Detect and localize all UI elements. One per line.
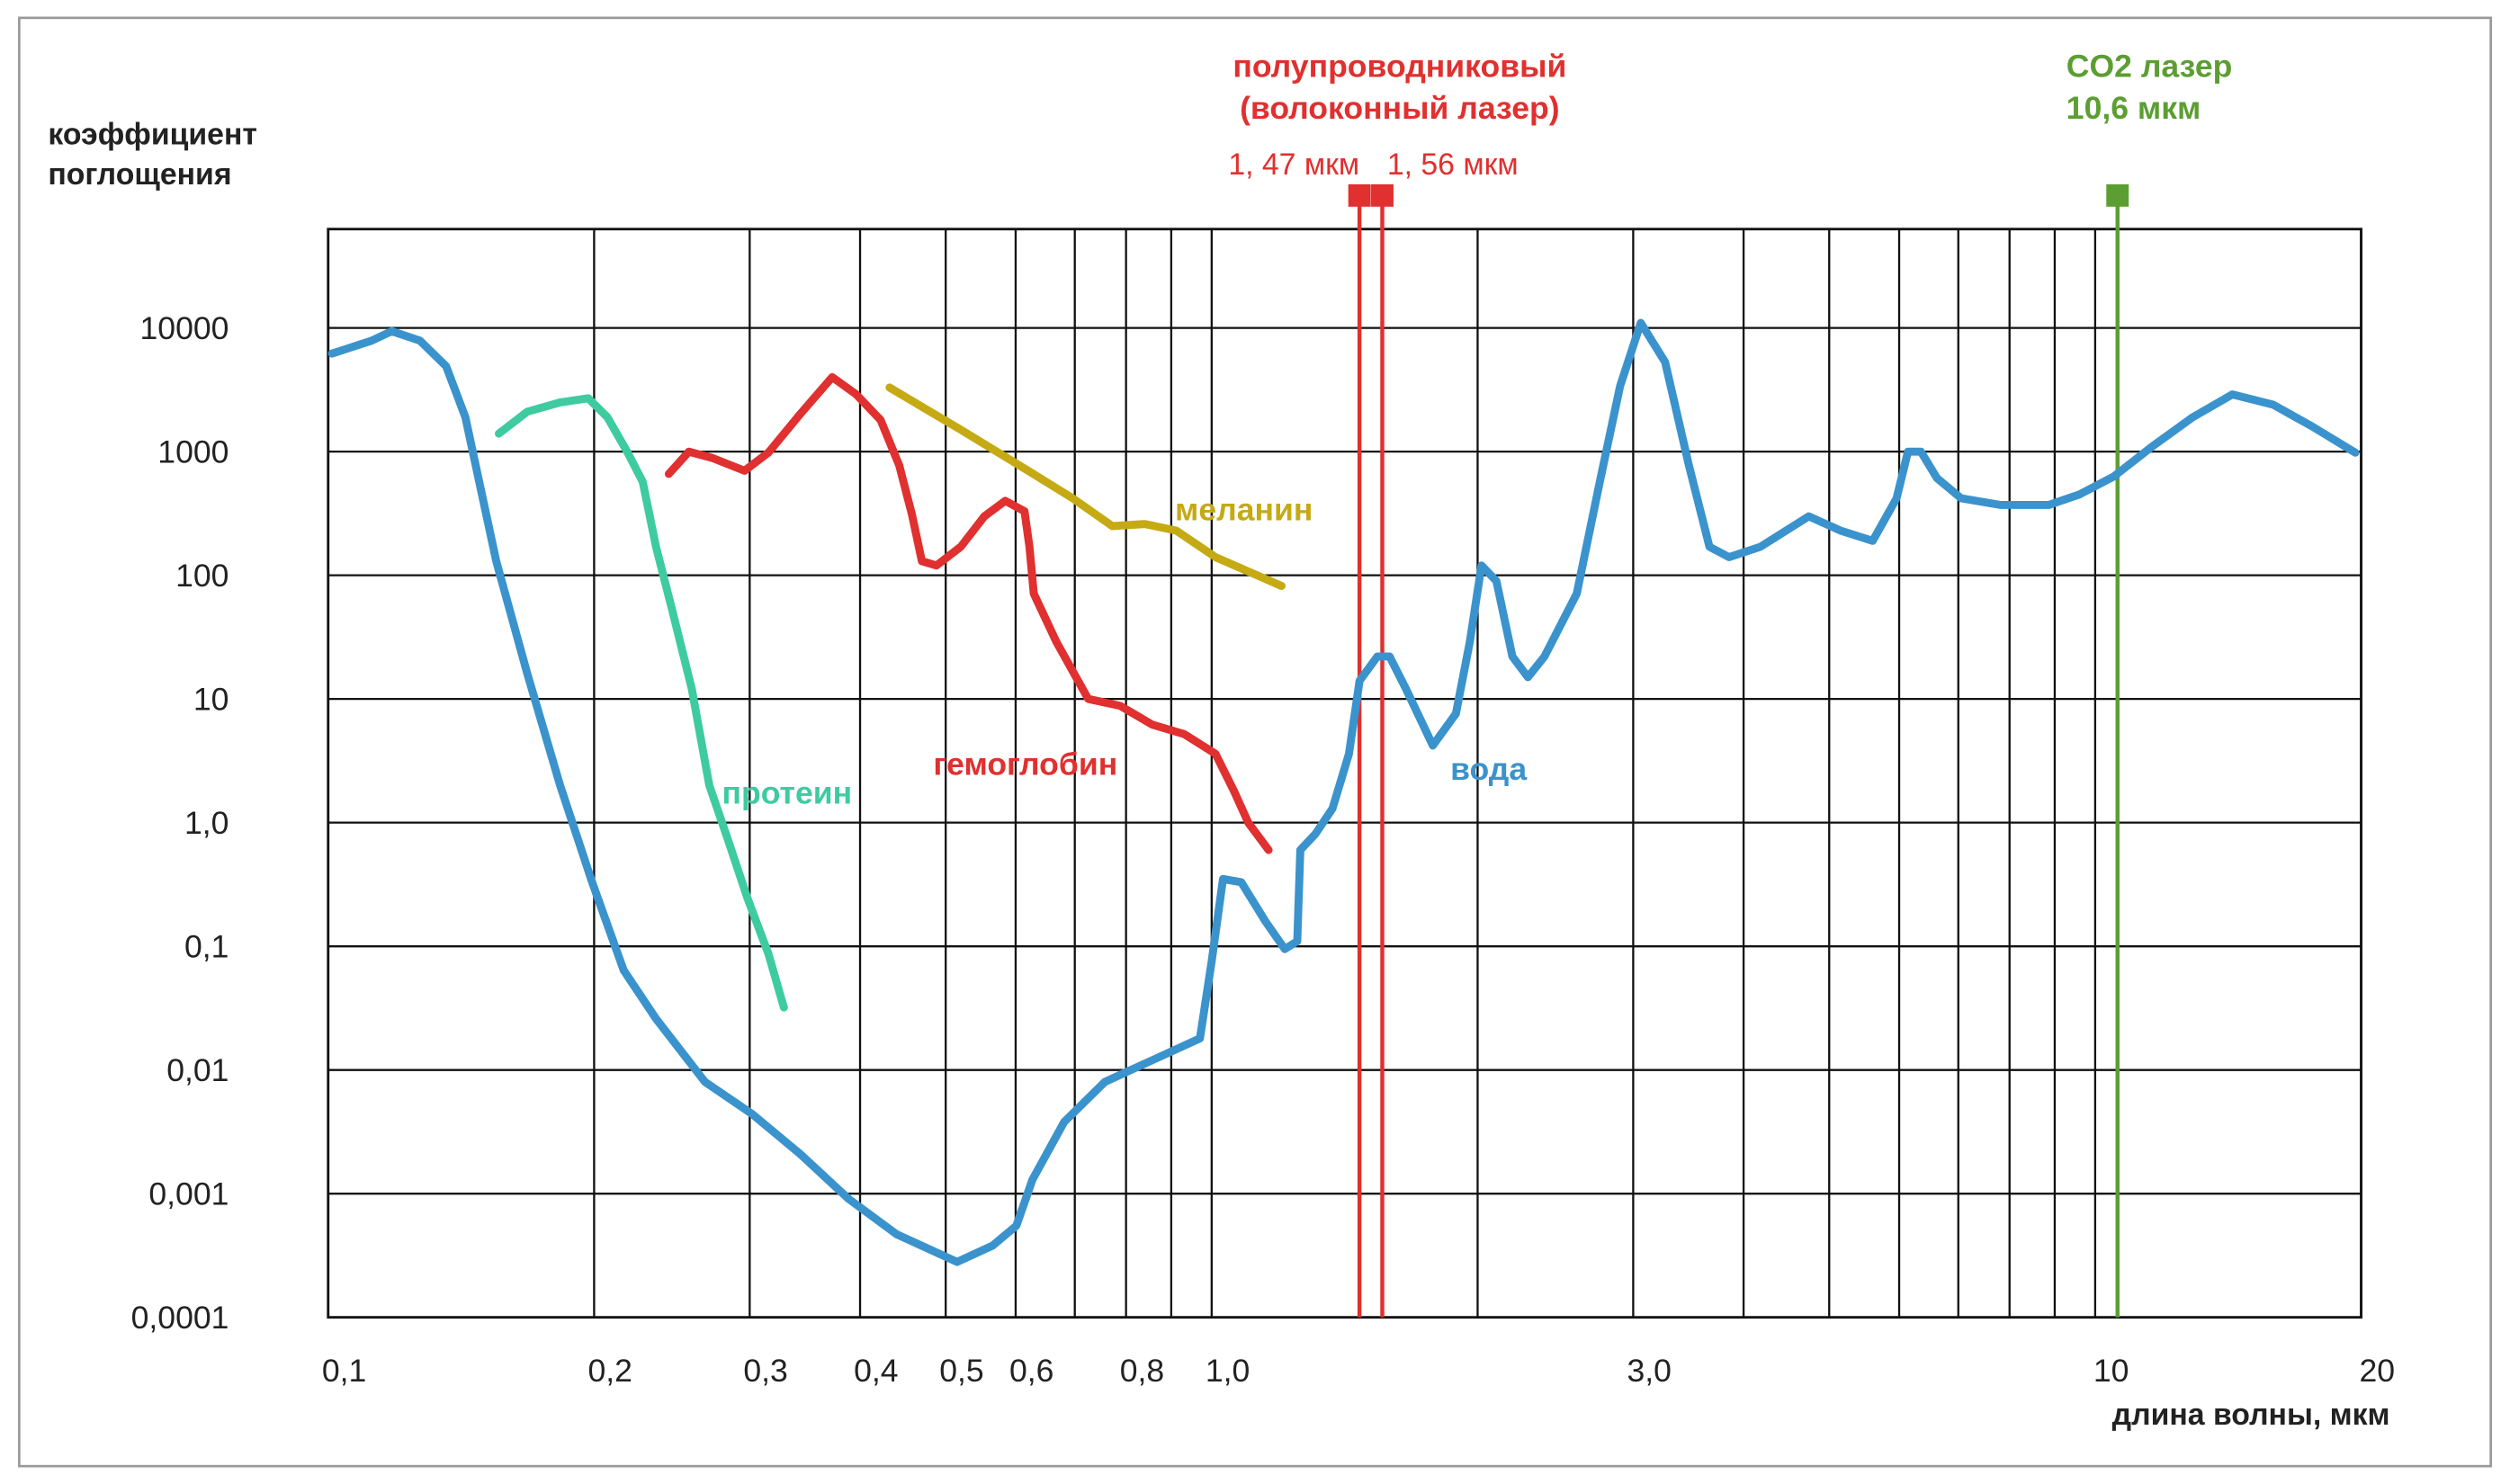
plot-frame — [327, 228, 2362, 1319]
x-tick-label: 0,1 — [322, 1353, 366, 1389]
y-tick-label: 0,0001 — [131, 1300, 229, 1336]
series-line — [664, 372, 1273, 854]
y-tick-label: 0,1 — [184, 929, 229, 965]
series-label: протеин — [722, 775, 852, 811]
x-tick-label: 0,2 — [587, 1353, 632, 1389]
x-axis-label: длина волны, мкм — [2112, 1398, 2390, 1432]
y-tick-label: 0,001 — [148, 1176, 229, 1212]
y-tick-label: 10 — [193, 682, 229, 718]
x-tick-label: 20 — [2360, 1353, 2396, 1389]
laser-group-label: 10,6 мкм — [2066, 90, 2201, 126]
laser-label: 1, 47 мкм — [1228, 148, 1359, 182]
laser-marker — [1348, 183, 1371, 207]
x-tick-label: 0,8 — [1120, 1353, 1164, 1389]
series-line — [885, 383, 1286, 590]
x-tick-label: 10 — [2093, 1353, 2129, 1389]
x-tick-label: 0,5 — [939, 1353, 983, 1389]
x-tick-label: 1,0 — [1206, 1353, 1250, 1389]
laser-marker — [2106, 183, 2129, 207]
series-label: меланин — [1175, 492, 1313, 528]
series-label: вода — [1450, 751, 1528, 787]
laser-marker — [1371, 183, 1394, 207]
x-tick-label: 0,3 — [743, 1353, 787, 1389]
series-line — [494, 394, 788, 1012]
x-tick-label: 3,0 — [1627, 1353, 1671, 1389]
y-tick-label: 100 — [175, 558, 229, 594]
series-label: гемоглобин — [933, 746, 1117, 782]
laser-group-label: (волоконный лазер) — [1240, 90, 1560, 126]
y-tick-label: 1000 — [157, 434, 229, 470]
laser-label: 1, 56 мкм — [1387, 148, 1519, 182]
y-tick-label: 0,01 — [166, 1052, 229, 1088]
y-axis-label: коэффициент — [48, 117, 257, 151]
x-tick-label: 0,6 — [1009, 1353, 1053, 1389]
y-axis-label: поглощения — [48, 157, 231, 192]
y-tick-label: 10000 — [140, 310, 229, 346]
laser-group-label: CO2 лазер — [2066, 49, 2233, 85]
x-tick-label: 0,4 — [854, 1353, 898, 1389]
y-tick-label: 1,0 — [184, 805, 229, 841]
laser-group-label: полупроводниковый — [1233, 49, 1566, 85]
series-line — [327, 318, 2360, 1266]
frame — [18, 16, 2492, 1468]
